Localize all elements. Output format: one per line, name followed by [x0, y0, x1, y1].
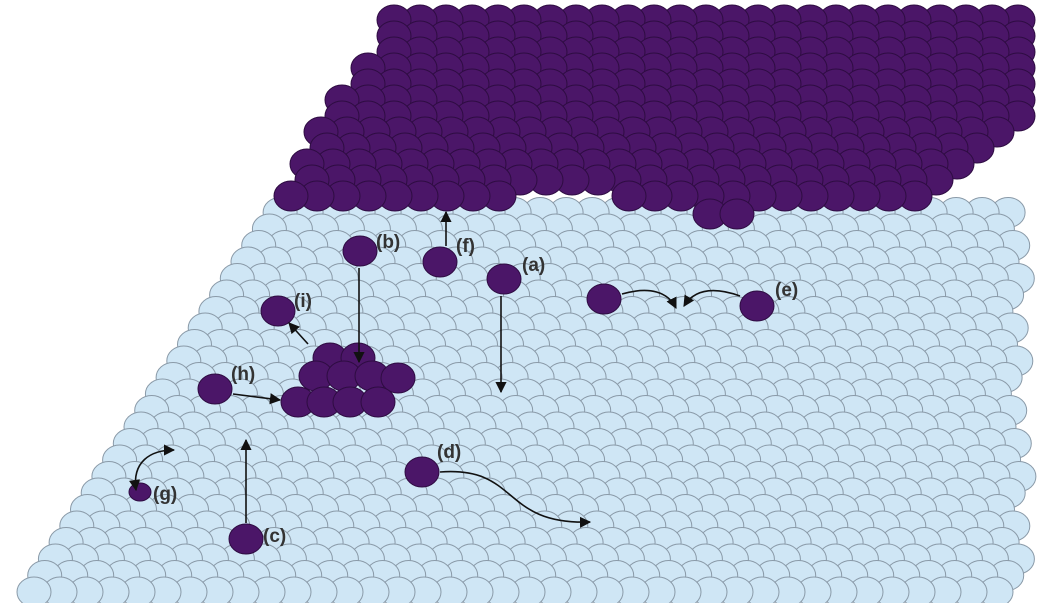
adatom-g	[128, 482, 152, 502]
label-h: (h)	[231, 364, 255, 385]
label-g: (g)	[153, 484, 177, 505]
arrow-i	[288, 322, 309, 345]
upper-terrace	[273, 4, 1036, 230]
adatom-h	[197, 373, 233, 405]
terrace-atom	[719, 198, 755, 230]
adatom-f	[422, 246, 458, 278]
label-b: (b)	[376, 232, 400, 253]
arrow-d	[439, 470, 592, 528]
cluster-atom	[360, 386, 396, 418]
label-a: (a)	[522, 255, 545, 276]
adatom-b	[342, 235, 378, 267]
adatom-a	[486, 263, 522, 295]
terrace-atom	[273, 180, 309, 212]
label-f: (f)	[456, 236, 475, 257]
arrows	[129, 210, 741, 528]
label-d: (d)	[437, 442, 461, 463]
arrow-h	[232, 393, 282, 405]
arrow-g	[129, 444, 176, 492]
label-i: (i)	[294, 291, 312, 312]
adatom-e	[739, 290, 775, 322]
adatom-c	[228, 523, 264, 555]
adatom-d	[404, 456, 440, 488]
cluster-atom	[380, 362, 416, 394]
labels: (a) (b) (c) (d) (e) (f) (g) (h) (i)	[153, 232, 798, 547]
label-c: (c)	[263, 526, 286, 547]
substrate-lattice	[16, 197, 1037, 603]
arrow-e-right	[683, 289, 741, 307]
label-e: (e)	[775, 280, 798, 301]
adatom-cluster	[280, 342, 416, 418]
substrate-atom	[16, 576, 52, 603]
adatom-i	[260, 295, 296, 327]
terrace-atom	[611, 180, 647, 212]
arrow-e-left	[621, 289, 677, 310]
adatom-e-partner	[586, 283, 622, 315]
